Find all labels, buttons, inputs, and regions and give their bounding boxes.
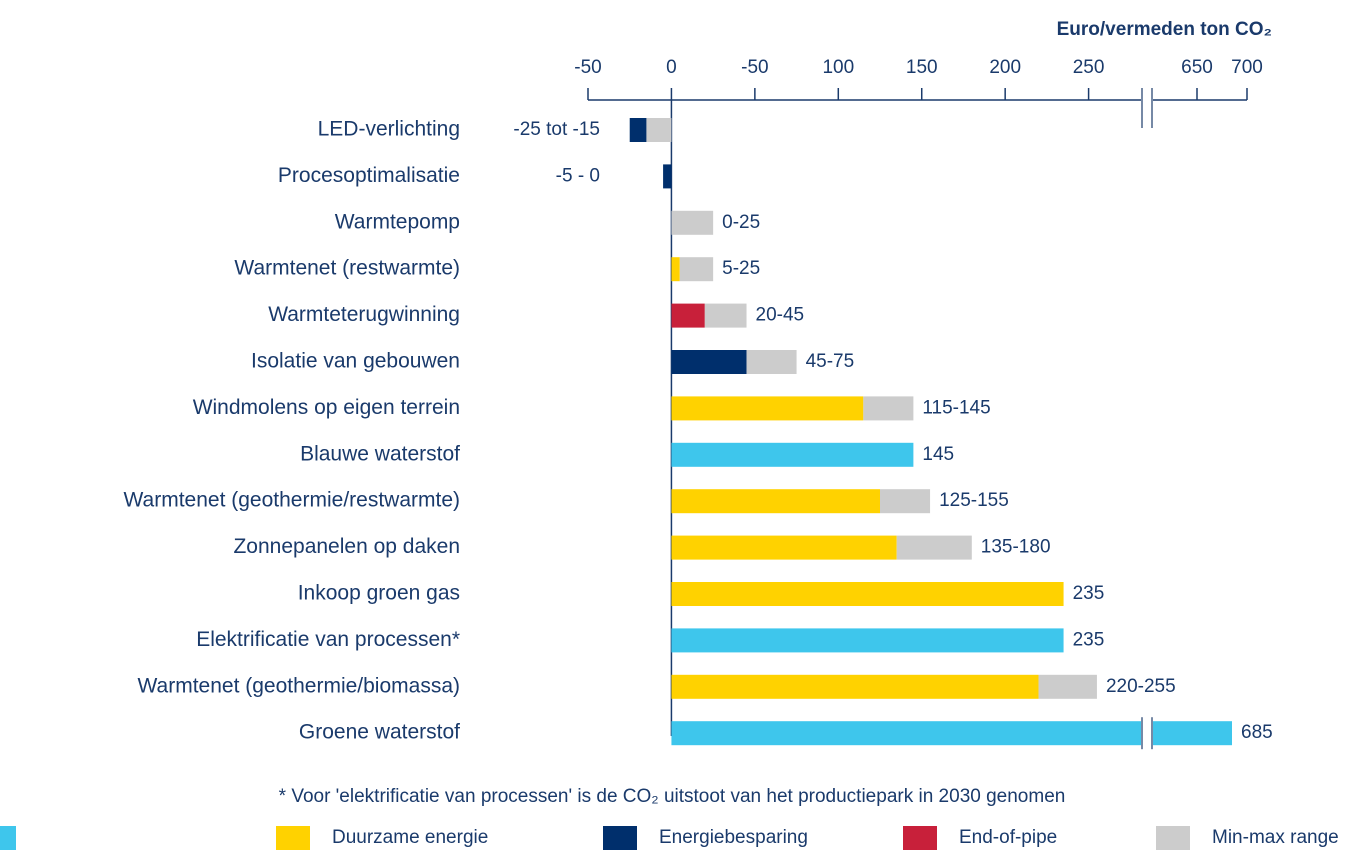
value-label: -25 tot -15 [513, 119, 600, 140]
category-label: Warmteterugwinning [268, 303, 460, 326]
x-tick-label: 0 [666, 57, 677, 78]
bar [671, 257, 680, 282]
category-label: Blauwe waterstof [300, 442, 460, 465]
value-label: 235 [1073, 629, 1105, 650]
value-label: 20-45 [756, 305, 805, 326]
value-label: 115-145 [922, 397, 990, 418]
value-label: 45-75 [806, 351, 855, 372]
bar [671, 582, 1064, 606]
bar [663, 164, 672, 189]
range-bar [704, 303, 747, 328]
range-bar [646, 118, 672, 142]
bar [671, 396, 864, 421]
value-label: 685 [1241, 722, 1273, 743]
bar [629, 118, 647, 142]
bar [671, 674, 1039, 699]
category-label: Warmtenet (geothermie/biomassa) [137, 674, 460, 697]
range-bar [896, 535, 972, 560]
legend-label: Min-max range [1212, 827, 1339, 848]
value-label: 125-155 [939, 490, 1009, 511]
legend-label: Duurzame energie [332, 827, 488, 848]
bar [671, 489, 881, 514]
value-label: 220-255 [1106, 676, 1176, 697]
value-label: 5-25 [722, 258, 760, 279]
legend-swatch [1156, 826, 1190, 850]
category-label: Warmtenet (geothermie/restwarmte) [124, 489, 460, 512]
range-bar [746, 350, 797, 374]
legend-label: End-of-pipe [959, 827, 1057, 848]
value-label: 145 [922, 444, 954, 465]
bar [671, 721, 1232, 746]
bar [671, 303, 705, 328]
footnote: * Voor 'elektrificatie van processen' is… [279, 786, 1066, 807]
bar [671, 535, 897, 560]
category-label: Zonnepanelen op daken [233, 535, 460, 558]
category-label: Windmolens op eigen terrein [193, 396, 460, 419]
x-tick-label: 250 [1073, 57, 1105, 78]
category-label: Groene waterstof [299, 721, 460, 744]
range-bar [863, 396, 914, 421]
axis-title: Euro/vermeden ton CO₂ [1057, 19, 1272, 40]
bar [671, 442, 914, 467]
value-label: 135-180 [981, 537, 1051, 558]
x-tick-label: 200 [989, 57, 1021, 78]
value-label: 0-25 [722, 212, 760, 233]
x-tick-label: 650 [1181, 57, 1213, 78]
x-tick-label: 150 [906, 57, 938, 78]
range-bar [1038, 674, 1097, 699]
category-label: Procesoptimalisatie [278, 164, 460, 187]
range-bar [880, 489, 931, 514]
x-tick-label: 700 [1231, 57, 1263, 78]
legend-swatch [276, 826, 310, 850]
category-label: Inkoop groen gas [298, 582, 460, 605]
value-label: 235 [1073, 583, 1105, 604]
category-label: Warmtepomp [335, 210, 460, 233]
value-label: -5 - 0 [556, 165, 600, 186]
legend-swatch [903, 826, 937, 850]
range-bar [679, 257, 714, 282]
x-tick-label: -50 [741, 57, 768, 78]
category-label: Isolatie van gebouwen [251, 350, 460, 373]
category-label: Warmtenet (restwarmte) [234, 257, 460, 280]
range-bar [671, 210, 714, 235]
legend-swatch [603, 826, 637, 850]
bar [671, 628, 1064, 653]
legend-label: Energiebesparing [659, 827, 808, 848]
bar-break [1141, 719, 1153, 748]
legend-swatch [0, 826, 16, 850]
bar [671, 350, 747, 374]
category-label: LED-verlichting [318, 118, 460, 141]
x-tick-label: -50 [574, 57, 601, 78]
x-tick-label: 100 [822, 57, 854, 78]
category-label: Elektrificatie van processen* [196, 628, 460, 651]
